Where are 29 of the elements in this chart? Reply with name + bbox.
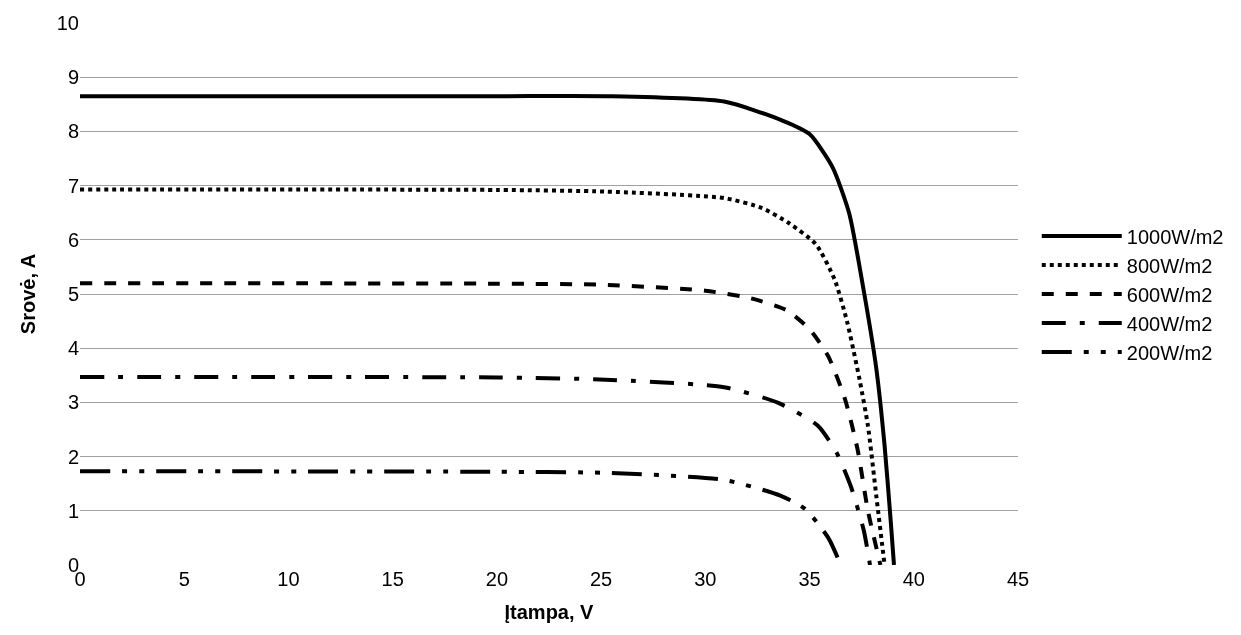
x-tick-label: 20 bbox=[485, 568, 509, 590]
y-tick-label: 2 bbox=[67, 445, 79, 468]
x-tick-label: 25 bbox=[589, 568, 613, 590]
y-tick-label: 5 bbox=[67, 283, 79, 305]
x-tick-label: 35 bbox=[798, 568, 821, 590]
y-axis-title: Srovė, A bbox=[17, 253, 40, 335]
x-tick-label: 15 bbox=[381, 568, 404, 590]
x-tick-label: 30 bbox=[694, 568, 717, 590]
legend-label: 200W/m2 bbox=[1126, 341, 1213, 364]
y-tick-label: 10 bbox=[56, 12, 79, 34]
legend-label: 400W/m2 bbox=[1126, 312, 1213, 335]
y-tick-label: 1 bbox=[67, 499, 79, 522]
y-tick-label: 8 bbox=[67, 120, 79, 143]
y-tick-label: 4 bbox=[67, 337, 79, 360]
legend-label: 800W/m2 bbox=[1126, 254, 1213, 277]
x-tick-label: 45 bbox=[1006, 568, 1030, 590]
x-tick-label: 5 bbox=[178, 568, 190, 590]
legend-label: 600W/m2 bbox=[1126, 283, 1213, 306]
x-axis-title: Įtampa, V bbox=[504, 600, 595, 623]
y-tick-label: 3 bbox=[67, 391, 79, 414]
y-tick-label: 9 bbox=[67, 66, 79, 89]
line-series bbox=[80, 374, 872, 565]
y-tick-label: 7 bbox=[67, 174, 79, 197]
x-tick-label: 40 bbox=[902, 568, 925, 590]
line-series bbox=[80, 187, 887, 565]
legend-label: 1000W/m2 bbox=[1126, 225, 1224, 248]
y-tick-label: 6 bbox=[67, 228, 79, 251]
line-series bbox=[80, 93, 896, 565]
x-tick-label: 10 bbox=[277, 568, 300, 590]
